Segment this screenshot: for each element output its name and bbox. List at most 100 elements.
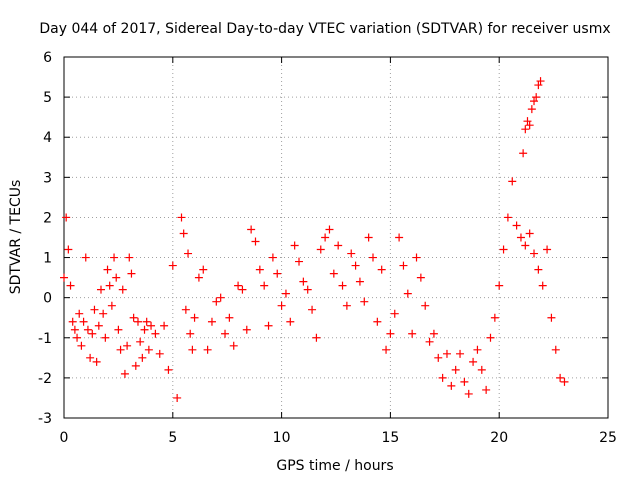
data-point — [486, 333, 495, 342]
data-point — [123, 341, 132, 350]
data-point — [516, 233, 525, 242]
data-point — [527, 105, 536, 114]
data-point — [447, 381, 456, 390]
data-point — [512, 221, 521, 230]
data-point — [125, 253, 134, 262]
data-point — [90, 305, 99, 314]
data-point — [438, 373, 447, 382]
x-tick-label: 20 — [490, 430, 508, 446]
data-point — [229, 341, 238, 350]
data-point — [114, 325, 123, 334]
data-point — [434, 353, 443, 362]
data-point — [412, 253, 421, 262]
data-point — [451, 365, 460, 374]
data-point — [547, 313, 556, 322]
data-point — [164, 365, 173, 374]
data-point — [469, 357, 478, 366]
data-point — [188, 345, 197, 354]
data-point — [464, 389, 473, 398]
data-point — [136, 337, 145, 346]
data-point — [247, 225, 256, 234]
data-point — [429, 329, 438, 338]
data-point — [499, 245, 508, 254]
data-point — [138, 353, 147, 362]
data-point — [144, 345, 153, 354]
data-point — [75, 309, 84, 318]
data-point — [96, 285, 105, 294]
data-point — [523, 117, 532, 126]
data-point — [168, 261, 177, 270]
y-tick-label: 2 — [43, 210, 52, 226]
data-point — [532, 93, 541, 102]
grid-lines — [64, 57, 608, 418]
data-point — [66, 281, 75, 290]
y-axis-label: SDTVAR / TECUs — [8, 180, 24, 295]
data-point — [99, 309, 108, 318]
x-tick-label: 5 — [168, 430, 177, 446]
data-point — [79, 317, 88, 326]
data-point — [295, 257, 304, 266]
data-point — [147, 321, 156, 330]
data-point — [377, 265, 386, 274]
data-point — [184, 249, 193, 258]
data-points — [60, 77, 569, 402]
data-point — [521, 125, 530, 134]
data-point — [408, 329, 417, 338]
data-point — [88, 329, 97, 338]
data-point — [395, 233, 404, 242]
data-point — [120, 369, 129, 378]
data-point — [416, 273, 425, 282]
y-tick-label: 6 — [43, 50, 52, 66]
data-point — [255, 265, 264, 274]
data-point — [131, 361, 140, 370]
data-point — [273, 269, 282, 278]
data-point — [116, 345, 125, 354]
data-point — [110, 253, 119, 262]
data-point — [199, 265, 208, 274]
data-point — [60, 273, 68, 282]
y-tick-label: -3 — [38, 411, 52, 427]
y-tick-label: 1 — [43, 251, 52, 267]
data-point — [556, 373, 565, 382]
data-point — [286, 317, 295, 326]
data-point — [133, 317, 142, 326]
data-point — [155, 349, 164, 358]
data-point — [525, 121, 534, 130]
y-tick-label: 5 — [43, 90, 52, 106]
data-point — [118, 285, 127, 294]
data-point — [312, 333, 321, 342]
data-point — [368, 253, 377, 262]
data-point — [221, 329, 230, 338]
data-point — [560, 377, 569, 386]
data-point — [342, 301, 351, 310]
data-point — [329, 269, 338, 278]
data-point — [490, 313, 499, 322]
data-point — [238, 285, 247, 294]
data-point — [173, 393, 182, 402]
data-point — [268, 253, 277, 262]
data-point — [482, 385, 491, 394]
data-point — [81, 253, 90, 262]
data-point — [77, 341, 86, 350]
data-point — [334, 241, 343, 250]
data-point — [308, 305, 317, 314]
data-point — [360, 297, 369, 306]
x-tick-label: 0 — [60, 430, 69, 446]
plot-frame — [63, 56, 609, 419]
y-tick-label: 4 — [43, 130, 52, 146]
data-point — [140, 325, 149, 334]
x-tick-label: 10 — [273, 430, 291, 446]
data-point — [86, 353, 95, 362]
data-point — [277, 301, 286, 310]
data-point — [129, 313, 138, 322]
data-point — [251, 237, 260, 246]
data-point — [399, 261, 408, 270]
data-point — [73, 333, 82, 342]
x-tick-label: 15 — [381, 430, 399, 446]
data-point — [194, 273, 203, 282]
y-tick-label: -1 — [38, 331, 52, 347]
chart-title: Day 044 of 2017, Sidereal Day-to-day VTE… — [39, 21, 610, 37]
data-point — [534, 81, 543, 90]
data-point — [321, 233, 330, 242]
data-point — [103, 265, 112, 274]
